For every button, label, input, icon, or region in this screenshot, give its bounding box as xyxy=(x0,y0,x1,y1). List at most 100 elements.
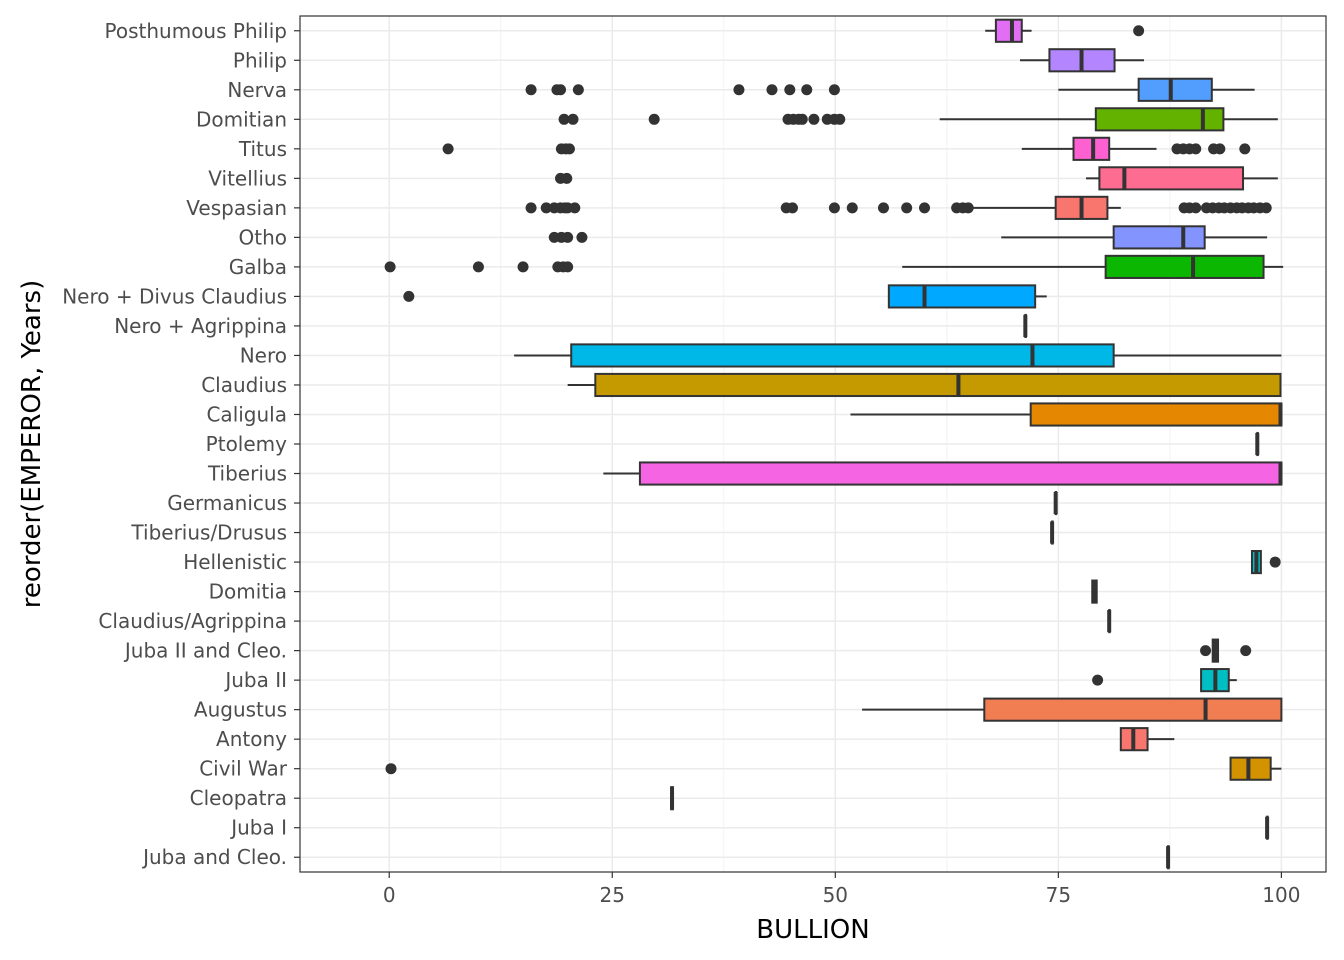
box-iqr xyxy=(1104,254,1265,279)
outlier-point xyxy=(569,202,581,214)
outlier-point xyxy=(1240,645,1252,657)
outlier-point xyxy=(1200,645,1212,657)
outlier-point xyxy=(784,84,796,96)
boxes-layer xyxy=(384,18,1284,870)
y-axis-title: reorder(EMPEROR, Years) xyxy=(17,280,47,608)
box-group xyxy=(558,107,1278,132)
box-iqr xyxy=(594,372,1282,398)
outlier-point xyxy=(472,261,484,273)
y-tick-label: Galba xyxy=(229,255,287,279)
y-tick-label: Nero + Agrippina xyxy=(114,314,287,338)
x-tick-label: 50 xyxy=(823,883,848,907)
box-iqr xyxy=(1112,225,1206,250)
box-iqr xyxy=(983,697,1283,722)
outlier-point xyxy=(1133,25,1145,37)
box-group xyxy=(567,372,1282,398)
x-tick-label: 75 xyxy=(1046,883,1071,907)
outlier-point xyxy=(555,84,567,96)
box-iqr xyxy=(887,284,1037,309)
x-tick-label: 100 xyxy=(1262,883,1300,907)
y-tick-label: Nerva xyxy=(227,78,287,102)
box-group xyxy=(1107,609,1112,634)
box-group xyxy=(525,195,1272,220)
y-tick-label: Vitellius xyxy=(208,166,287,190)
outlier-point xyxy=(525,84,537,96)
y-tick-label: Hellenistic xyxy=(183,550,287,574)
outlier-point xyxy=(562,231,574,243)
box-group xyxy=(1053,490,1058,516)
y-tick-label: Germanicus xyxy=(167,491,287,515)
box-group xyxy=(385,756,1282,781)
outlier-point xyxy=(563,143,575,155)
box-group xyxy=(514,343,1282,368)
outlier-point xyxy=(846,202,858,214)
y-tick-label: Posthumous Philip xyxy=(105,19,287,43)
y-tick-label: Nero xyxy=(240,343,287,367)
outlier-point xyxy=(1190,202,1202,214)
x-tick-label: 0 xyxy=(383,883,396,907)
outlier-point xyxy=(1269,556,1281,568)
outlier-point xyxy=(572,84,584,96)
box-iqr xyxy=(1094,107,1225,132)
y-tick-label: Cleopatra xyxy=(190,786,287,810)
y-tick-label: Domitia xyxy=(209,580,287,604)
y-tick-label: Antony xyxy=(216,727,287,751)
y-tick-label: Tiberius/Drusus xyxy=(130,521,287,545)
box-group xyxy=(603,461,1283,486)
outlier-point xyxy=(796,113,808,125)
box-group xyxy=(442,136,1251,161)
box-group xyxy=(850,402,1283,427)
y-tick-label: Domitian xyxy=(196,107,287,131)
y-tick-label: Juba I xyxy=(229,816,287,840)
box-iqr xyxy=(1229,756,1272,781)
y-tick-label: Juba II xyxy=(223,668,287,692)
x-axis: 0 25 50 75 100 xyxy=(383,872,1300,907)
x-axis-title: BULLION xyxy=(756,915,869,945)
outlier-point xyxy=(828,84,840,96)
y-tick-label: Ptolemy xyxy=(206,432,287,456)
box-group xyxy=(403,284,1047,309)
outlier-point xyxy=(648,113,660,125)
outlier-point xyxy=(517,261,529,273)
outlier-point xyxy=(384,261,396,273)
box-group xyxy=(1250,550,1281,575)
y-tick-label: Nero + Divus Claudius xyxy=(62,284,287,308)
y-tick-label: Vespasian xyxy=(186,196,287,220)
outlier-point xyxy=(561,172,573,184)
box-iqr xyxy=(570,343,1115,368)
outlier-point xyxy=(733,84,745,96)
outlier-point xyxy=(1190,143,1202,155)
x-tick-label: 25 xyxy=(600,883,625,907)
outlier-point xyxy=(567,113,579,125)
y-tick-label: Juba and Cleo. xyxy=(141,845,287,869)
box-iqr xyxy=(1098,166,1245,191)
box-group xyxy=(555,166,1278,191)
y-tick-label: Claudius/Agrippina xyxy=(98,609,287,633)
outlier-point xyxy=(525,202,537,214)
outlier-point xyxy=(1092,674,1104,686)
box-group xyxy=(1119,727,1175,752)
box-group xyxy=(1092,668,1237,693)
outlier-point xyxy=(540,202,552,214)
outlier-point xyxy=(558,113,570,125)
outlier-point xyxy=(962,202,974,214)
box-group xyxy=(525,77,1255,102)
y-tick-label: Claudius xyxy=(201,373,287,397)
box-group xyxy=(1166,845,1171,870)
box-group xyxy=(1091,579,1098,604)
box-group xyxy=(670,786,675,811)
box-group xyxy=(1050,520,1055,545)
y-tick-label: Titus xyxy=(238,137,287,161)
box-group xyxy=(862,697,1283,722)
y-tick-label: Augustus xyxy=(194,698,287,722)
box-group xyxy=(1019,48,1144,73)
y-tick-label: Otho xyxy=(239,225,288,249)
y-tick-label: Civil War xyxy=(199,757,288,781)
outlier-point xyxy=(808,113,820,125)
outlier-point xyxy=(385,763,397,775)
box-group xyxy=(1023,313,1028,338)
box-iqr xyxy=(638,461,1283,486)
y-tick-label: Juba II and Cleo. xyxy=(123,639,287,663)
box-group xyxy=(548,225,1268,250)
